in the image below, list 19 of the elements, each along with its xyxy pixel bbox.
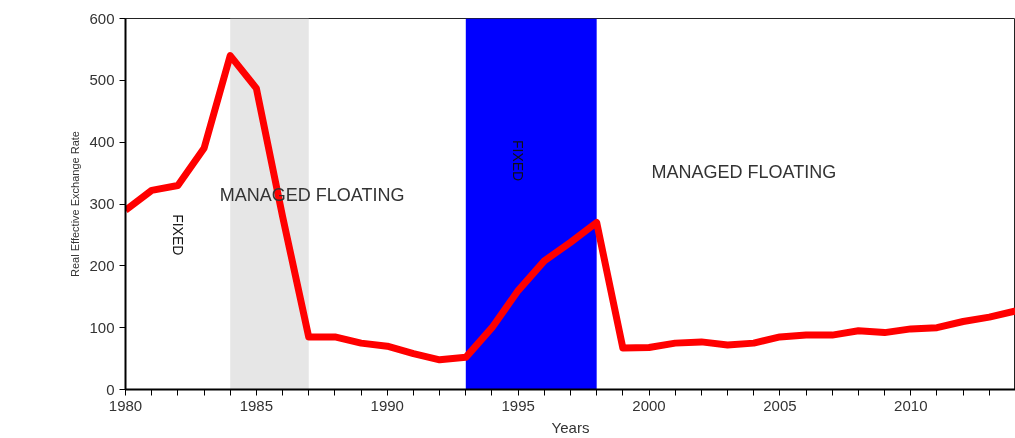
y-tick-label: 300 — [89, 195, 115, 212]
x-tick-label: 2000 — [632, 396, 666, 414]
x-tick-label: 1980 — [108, 396, 143, 414]
y-tick-label: 100 — [89, 318, 115, 336]
annotation: FIXED — [509, 139, 526, 182]
y-tick-label: 500 — [89, 71, 115, 89]
y-tick-label: 400 — [89, 133, 115, 151]
x-tick-label: 1995 — [501, 396, 535, 414]
annotation: MANAGED FLOATING — [651, 161, 837, 182]
annotation: FIXED — [170, 214, 187, 256]
y-tick-label: 0 — [106, 380, 115, 398]
y-axis-title: Real Effective Exchange Rate — [69, 131, 82, 277]
x-tick-label: 1990 — [370, 396, 404, 414]
y-tick-label: 600 — [89, 9, 115, 27]
x-tick-label: 2010 — [894, 396, 928, 414]
y-tick-label: 200 — [89, 256, 115, 274]
x-tick-label: 2005 — [763, 396, 797, 414]
x-axis-title: Years — [551, 418, 590, 436]
x-tick-label: 1985 — [239, 396, 274, 414]
